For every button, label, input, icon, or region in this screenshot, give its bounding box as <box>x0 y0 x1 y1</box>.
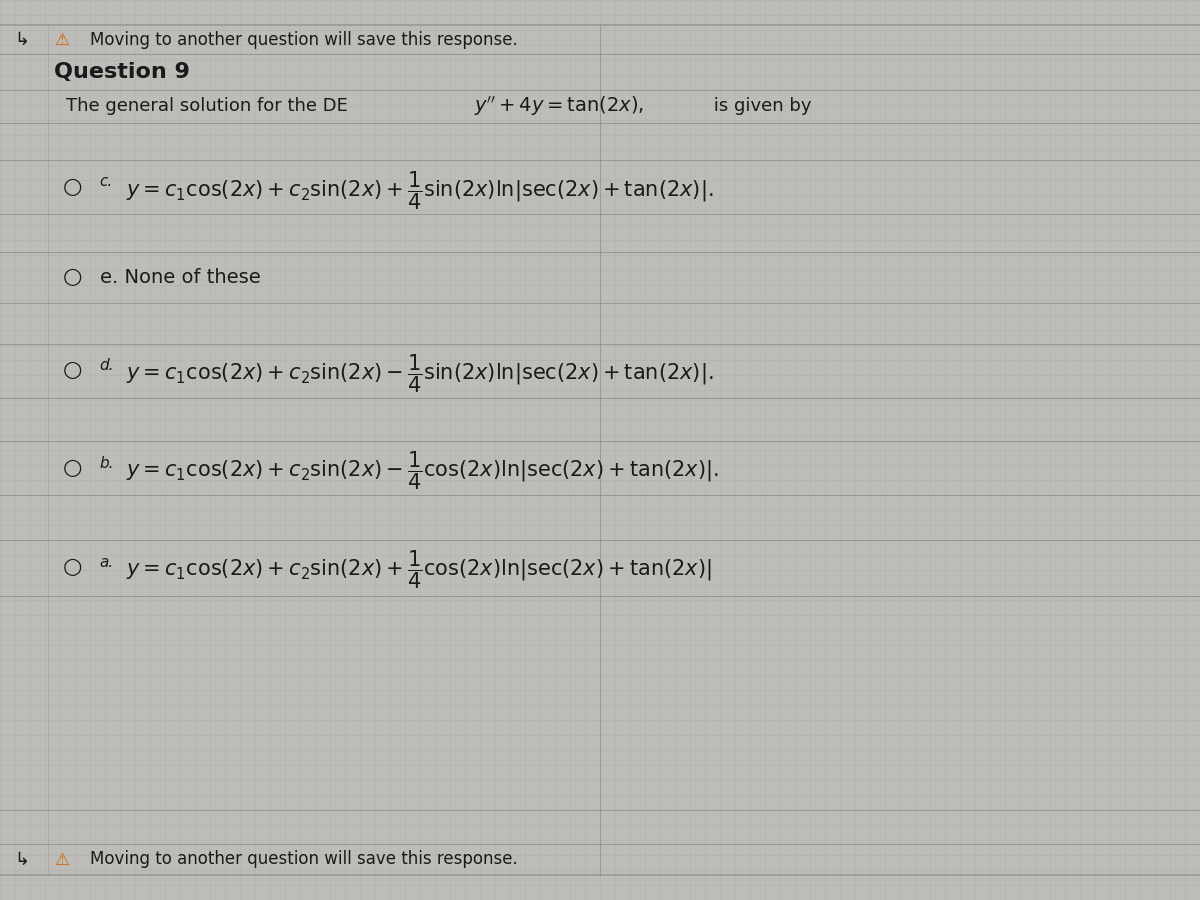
Text: d.: d. <box>100 358 114 373</box>
Text: $y = c_1\cos(2x) + c_2\sin(2x) - \dfrac{1}{4}\cos(2x)\ln|\sec(2x) + \tan(2x)|.$: $y = c_1\cos(2x) + c_2\sin(2x) - \dfrac{… <box>126 449 719 492</box>
Text: Question 9: Question 9 <box>54 62 190 82</box>
Text: b.: b. <box>100 456 114 471</box>
Text: ⚠: ⚠ <box>54 31 68 49</box>
Text: c.: c. <box>100 175 113 189</box>
Text: ↳: ↳ <box>14 31 30 49</box>
Text: The general solution for the DE: The general solution for the DE <box>66 97 354 115</box>
Text: ○: ○ <box>62 458 82 478</box>
Text: Moving to another question will save this response.: Moving to another question will save thi… <box>90 31 517 49</box>
Text: e. None of these: e. None of these <box>100 267 260 287</box>
Text: ○: ○ <box>62 360 82 380</box>
Text: $y'' + 4y=\tan(2x)$,: $y'' + 4y=\tan(2x)$, <box>474 94 644 118</box>
Text: ↳: ↳ <box>14 850 30 868</box>
Text: a.: a. <box>100 555 114 570</box>
Text: $y = c_1\cos(2x) + c_2\sin(2x) - \dfrac{1}{4}\sin(2x)\ln|\sec(2x) + \tan(2x)|.$: $y = c_1\cos(2x) + c_2\sin(2x) - \dfrac{… <box>126 352 714 395</box>
Text: ⚠: ⚠ <box>54 850 68 868</box>
Text: ○: ○ <box>62 557 82 577</box>
Text: $y = c_1\cos(2x) + c_2\sin(2x) + \dfrac{1}{4}\cos(2x)\ln|\sec(2x) + \tan(2x)|$: $y = c_1\cos(2x) + c_2\sin(2x) + \dfrac{… <box>126 548 712 591</box>
Text: $y = c_1\cos(2x) + c_2\sin(2x) + \dfrac{1}{4}\sin(2x)\ln|\sec(2x) + \tan(2x)|.$: $y = c_1\cos(2x) + c_2\sin(2x) + \dfrac{… <box>126 169 714 212</box>
Text: is given by: is given by <box>708 97 811 115</box>
Text: ○: ○ <box>62 177 82 197</box>
Text: ○: ○ <box>62 267 82 287</box>
Text: Moving to another question will save this response.: Moving to another question will save thi… <box>90 850 517 868</box>
